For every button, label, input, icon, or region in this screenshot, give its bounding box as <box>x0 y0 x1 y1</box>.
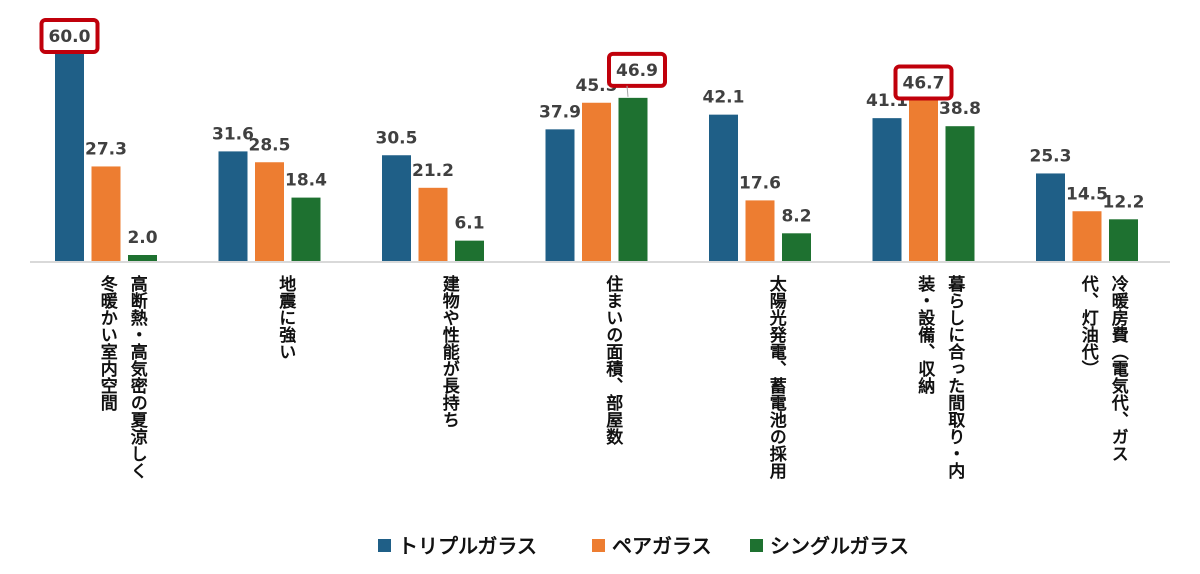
bar <box>709 114 738 263</box>
legend: トリプルガラス ペアガラス シングルガラス <box>378 534 909 558</box>
legend-label: トリプルガラス <box>398 534 537 558</box>
category-label: 住まいの面積、部屋数 <box>602 274 623 446</box>
highlight-box <box>39 18 100 54</box>
value-label: 37.9 <box>539 102 581 122</box>
bar <box>872 118 902 263</box>
bar <box>1072 211 1102 262</box>
value-label: 14.5 <box>1066 184 1108 204</box>
bar <box>618 97 648 262</box>
bar <box>128 255 157 262</box>
bars-layer <box>55 52 1138 263</box>
leader-line <box>626 85 629 97</box>
value-labels-layer: 60.0 27.3 2.0 31.628.5 18.4 30.5 21.2 6.1 37.9 45… <box>39 18 1145 248</box>
category-label: 冷暖房費（電気代、ガス <box>1108 274 1130 462</box>
bar <box>382 155 411 262</box>
category-label: 建物や性能が長持ち <box>439 274 460 428</box>
bar <box>455 240 484 262</box>
bar <box>1036 173 1065 262</box>
category-label: 暮らしに合った間取り・内 <box>944 274 966 480</box>
category-label: 太陽光発電、蓄電池の採用 <box>766 274 788 480</box>
category-label: 高断熱・高気密の夏涼しく <box>127 274 149 479</box>
value-label: 27.3 <box>85 139 127 159</box>
legend-swatch <box>750 539 763 552</box>
legend-swatch <box>378 539 391 552</box>
highlight-box <box>893 64 954 101</box>
value-label: 46.9 <box>616 61 658 81</box>
legend-label: ペアガラス <box>612 534 712 558</box>
value-label: 8.2 <box>781 206 811 226</box>
value-label: 60.0 <box>49 27 91 47</box>
value-label: 45.5 <box>576 76 618 96</box>
value-label: 12.2 <box>1103 192 1145 212</box>
legend-swatch <box>592 539 605 552</box>
bar <box>782 233 811 262</box>
value-label: 25.3 <box>1030 146 1072 166</box>
value-label: 6.1 <box>454 214 484 234</box>
bar <box>545 129 575 262</box>
value-label: 28.5 <box>249 135 291 155</box>
value-label: 17.6 <box>739 173 781 193</box>
value-label: 21.2 <box>412 161 454 181</box>
bar <box>255 162 284 262</box>
category-label: 地震に強い <box>275 274 297 360</box>
category-label: 代、灯油代） <box>1078 274 1100 377</box>
bar <box>55 52 84 262</box>
bar <box>1109 219 1138 262</box>
bar <box>909 98 938 262</box>
bar <box>745 200 775 262</box>
legend-label: シングルガラス <box>770 534 909 558</box>
value-label: 38.8 <box>939 99 981 119</box>
value-label: 18.4 <box>285 171 327 191</box>
value-label: 31.6 <box>212 124 254 144</box>
bar <box>945 126 975 262</box>
highlight-box <box>607 51 667 88</box>
category-label: 装・設備、収納 <box>914 274 936 395</box>
value-label: 30.5 <box>376 128 418 148</box>
bar <box>418 187 448 262</box>
bar <box>291 197 321 262</box>
value-label: 46.7 <box>903 74 945 94</box>
value-label: 2.0 <box>127 228 157 248</box>
bar <box>218 151 248 262</box>
bar <box>91 166 121 262</box>
bar <box>582 102 611 262</box>
value-label: 42.1 <box>703 88 745 108</box>
category-label: 冬暖かい室内空間 <box>97 274 118 412</box>
